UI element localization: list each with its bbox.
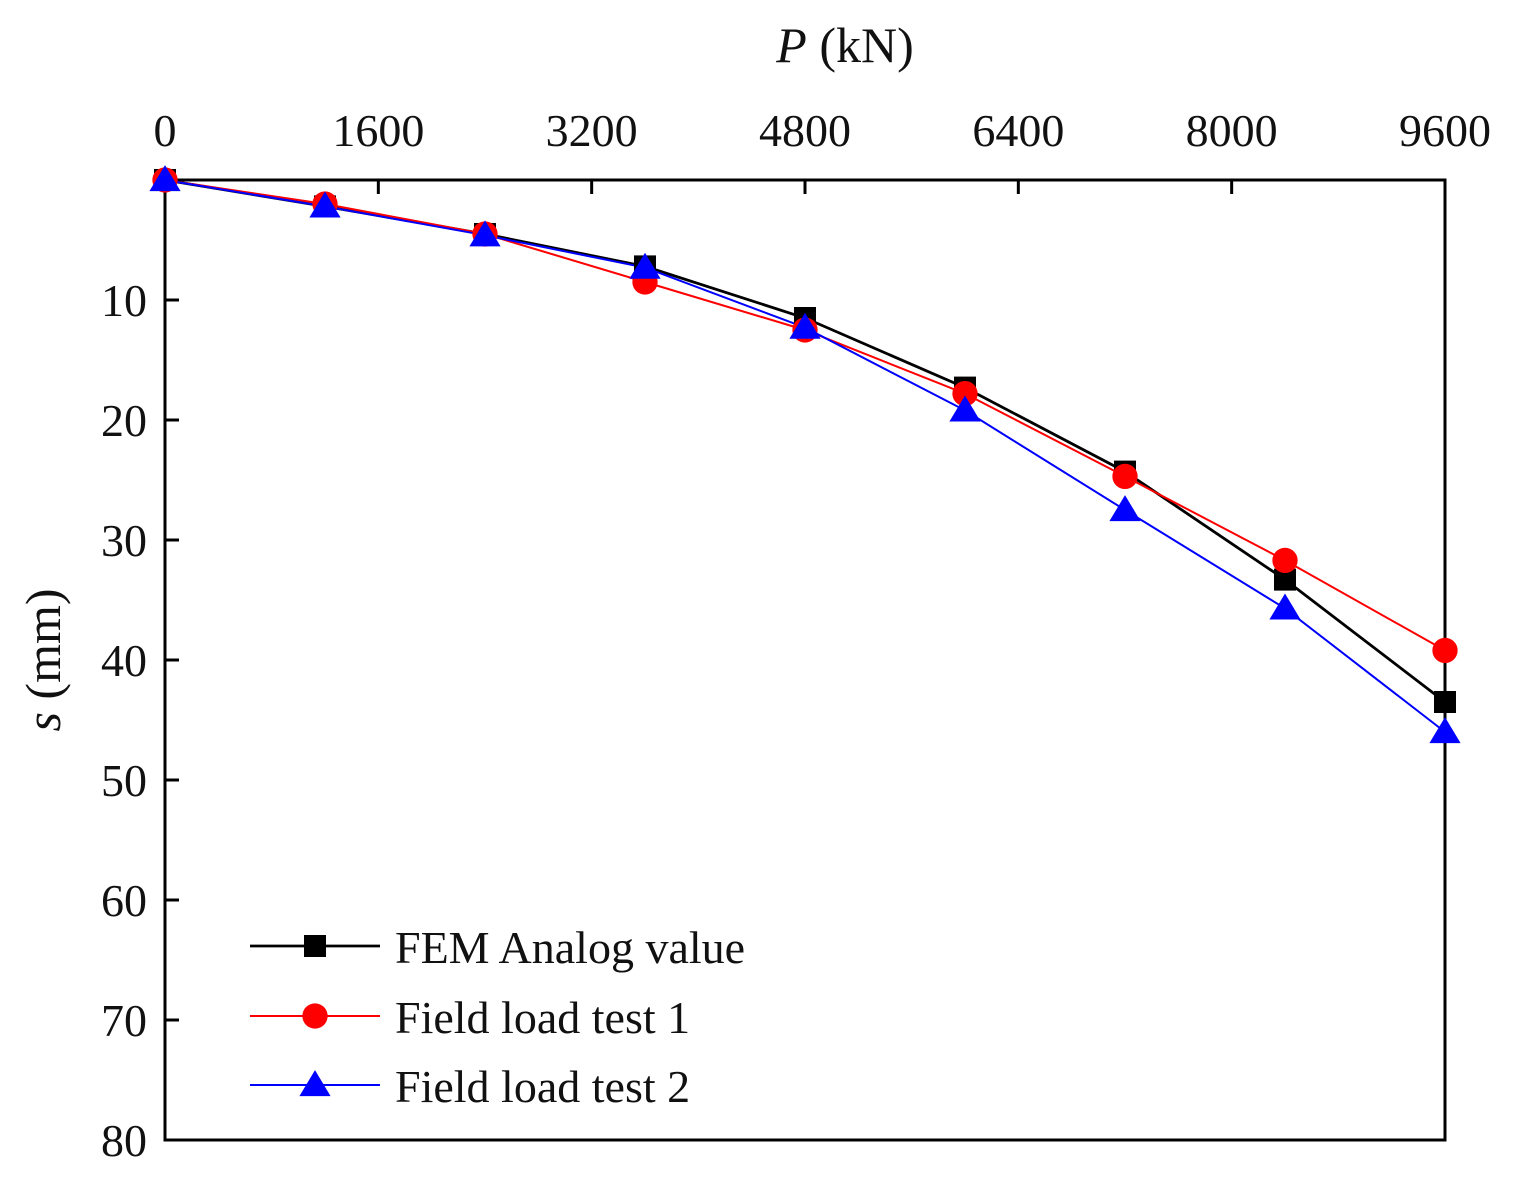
- series-markers: [149, 165, 1461, 744]
- legend: FEM Analog value Field load test 1 Field l…: [250, 922, 745, 1112]
- x-axis-ticks: 0 1600 3200 4800 6400 8000 9600: [154, 105, 1491, 194]
- legend-marker: [304, 935, 326, 957]
- x-axis-title-symbol: P: [775, 17, 807, 73]
- series-3-point: [789, 312, 821, 339]
- x-axis-title: P (kN): [775, 17, 913, 73]
- series-3-point: [629, 252, 661, 279]
- legend-label: FEM Analog value: [395, 922, 745, 973]
- legend-marker: [302, 1003, 328, 1029]
- series-3-point: [1269, 593, 1301, 620]
- series-2-point: [1112, 463, 1138, 490]
- x-axis-title-unit: (kN): [807, 17, 914, 73]
- series-3-point: [469, 220, 501, 247]
- x-tick-label: 3200: [546, 105, 638, 156]
- y-tick-label: 30: [101, 515, 147, 566]
- x-tick-label: 1600: [332, 105, 424, 156]
- legend-label: Field load test 2: [395, 1061, 690, 1112]
- y-tick-label: 40: [101, 635, 147, 686]
- x-tick-label: 9600: [1399, 105, 1491, 156]
- y-tick-label: 70: [101, 995, 147, 1046]
- y-tick-label: 60: [101, 875, 147, 926]
- y-tick-label: 10: [101, 275, 147, 326]
- series-3-point: [309, 191, 341, 218]
- series-2-point: [1432, 637, 1458, 664]
- series-2-point: [1272, 547, 1298, 574]
- y-axis-title-symbol: s: [15, 712, 71, 731]
- x-tick-label: 6400: [972, 105, 1064, 156]
- series-1-point: [1274, 568, 1296, 591]
- y-axis-ticks: 10 20 30 40 50 60 70 80: [101, 275, 179, 1166]
- y-tick-label: 20: [101, 395, 147, 446]
- series-1-point: [1434, 691, 1456, 713]
- series-3-point: [1109, 495, 1141, 522]
- series-line-3: [164, 179, 1446, 733]
- series-2-point: [952, 380, 978, 407]
- y-axis-title: s (mm): [15, 588, 71, 731]
- series-lines: [164, 178, 1446, 733]
- series-line-1: [164, 178, 1446, 704]
- legend-marker: [299, 1070, 331, 1097]
- series-3-point: [949, 395, 981, 422]
- series-line-2: [164, 179, 1446, 652]
- y-axis-title-unit: (mm): [15, 588, 71, 712]
- x-tick-label: 4800: [759, 105, 851, 156]
- x-tick-label: 8000: [1186, 105, 1278, 156]
- y-tick-label: 80: [101, 1115, 147, 1166]
- y-tick-label: 50: [101, 755, 147, 806]
- series-3-point: [149, 165, 181, 192]
- series-3-point: [1429, 717, 1461, 744]
- legend-label: Field load test 1: [395, 992, 690, 1043]
- x-tick-label: 0: [154, 105, 177, 156]
